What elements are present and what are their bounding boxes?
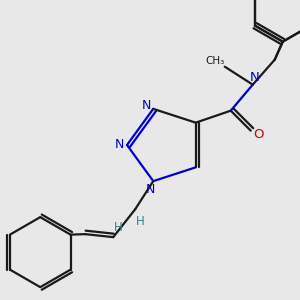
Text: N: N — [146, 183, 155, 196]
Text: N: N — [114, 139, 124, 152]
Text: H: H — [136, 214, 145, 228]
Text: N: N — [142, 99, 151, 112]
Text: CH₃: CH₃ — [205, 56, 224, 66]
Text: N: N — [250, 71, 260, 84]
Text: O: O — [254, 128, 264, 141]
Text: H: H — [114, 220, 123, 234]
